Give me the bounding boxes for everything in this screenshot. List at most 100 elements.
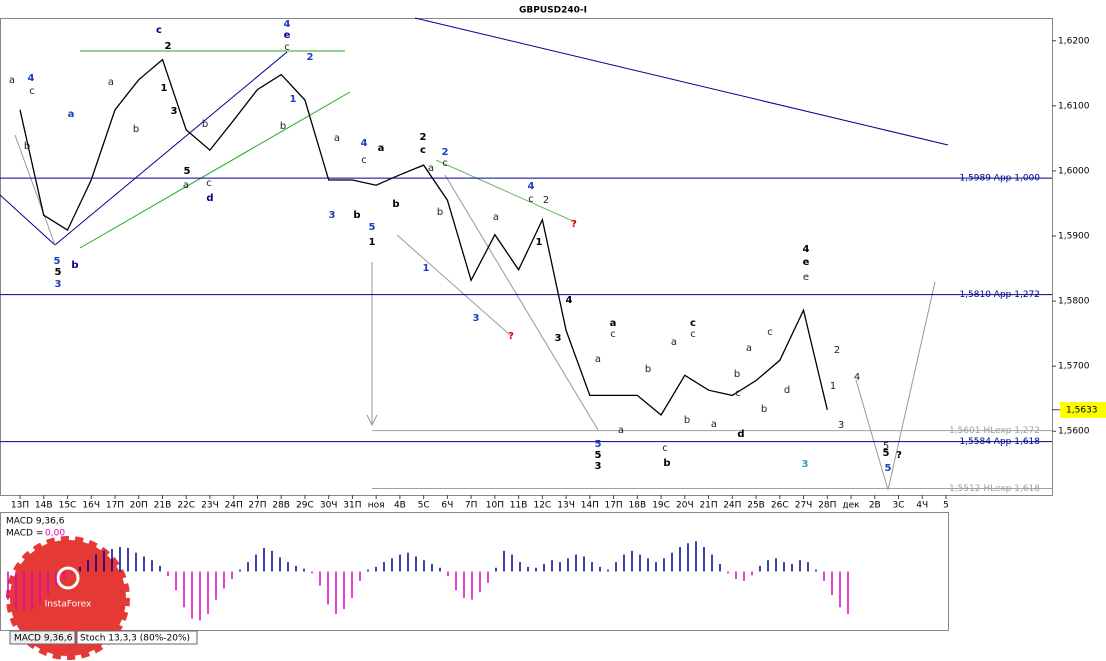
x-tick-label: 24П: [723, 501, 741, 511]
wave-label: 4: [854, 372, 860, 383]
wave-label: c: [690, 329, 696, 340]
wave-label: 3: [802, 459, 809, 470]
wave-label: 1: [290, 94, 297, 105]
wave-label: c: [361, 155, 367, 166]
y-tick-label: 1,5600: [1058, 427, 1090, 437]
x-tick-label: 7П: [465, 501, 478, 511]
x-tick-label: 27Ч: [795, 501, 813, 511]
wave-label: ?: [896, 450, 902, 461]
wave-label: 2: [543, 195, 549, 206]
x-tick-label: 16Ч: [82, 501, 100, 511]
wave-label: 2: [442, 147, 449, 158]
wave-label: a: [746, 343, 752, 354]
wave-label: 5: [883, 441, 889, 452]
wave-label: a: [108, 77, 114, 88]
level-label: 1,5601 HLexp 1,272: [949, 426, 1040, 436]
wave-label: 2: [834, 345, 840, 356]
x-tick-label: 13П: [11, 501, 29, 511]
trend-lines: [0, 17, 949, 491]
wave-label: e: [284, 30, 291, 41]
wave-label: c: [284, 42, 290, 53]
x-tick-label: 26С: [771, 501, 789, 511]
wave-label: 1: [369, 237, 376, 248]
last-price-box: [1060, 402, 1106, 418]
logo: InstaForex: [6, 536, 130, 660]
y-tick-label: 1,6000: [1058, 166, 1090, 176]
x-tick-label: 25В: [747, 501, 765, 511]
wave-label: 3: [171, 106, 178, 117]
wave-label: a: [671, 337, 677, 348]
tab[interactable]: [76, 630, 198, 645]
x-tick-label: 20Ч: [676, 501, 694, 511]
wave-label: d: [784, 385, 790, 396]
wave-label: c: [442, 158, 448, 169]
x-tick-label: 18В: [629, 501, 647, 511]
tab-label[interactable]: Stoch 13,3,3 (80%-20%): [80, 634, 190, 644]
wave-label: 5: [55, 267, 62, 278]
wave-label: 5: [883, 448, 890, 459]
wave-label: 5: [885, 463, 892, 474]
wave-label: 3: [329, 210, 336, 221]
wave-label: 5: [369, 222, 376, 233]
x-tick-label: 13Ч: [557, 501, 575, 511]
y-tick-label: 1,5800: [1058, 297, 1090, 307]
x-tick-label: 2В: [869, 501, 881, 511]
wave-label: b: [133, 124, 139, 135]
wave-label: a: [9, 75, 15, 86]
wave-label: a: [711, 419, 717, 430]
main-panel: [0, 18, 1053, 496]
wave-label: 2: [165, 41, 172, 52]
wave-label: d: [206, 193, 213, 204]
wave-label: d: [737, 429, 744, 440]
wave-label: 3: [473, 313, 480, 324]
x-tick-label: 28П: [818, 501, 836, 511]
wave-label: 4: [284, 19, 291, 30]
wave-label: c: [528, 194, 534, 205]
wave-label: b: [71, 260, 78, 271]
wave-label: 1: [830, 381, 836, 392]
x-tick-label: 4Ч: [916, 501, 928, 511]
x-tick-label: 31П: [343, 501, 361, 511]
wave-label: b: [761, 404, 767, 415]
wave-label: a: [610, 318, 617, 329]
tab-label[interactable]: MACD 9,36,6: [14, 634, 73, 644]
wave-label: 3: [55, 279, 62, 290]
x-tick-label: 20П: [130, 501, 148, 511]
macd-panel: [0, 512, 949, 631]
wave-label: b: [353, 210, 360, 221]
wave-label: 5: [595, 439, 602, 450]
x-tick-label: 28В: [272, 501, 290, 511]
x-tick-label: 5: [943, 501, 949, 511]
wave-label: a: [378, 143, 385, 154]
wave-label: ?: [508, 331, 514, 342]
chart-title: GBPUSD240-I: [519, 6, 587, 16]
x-tick-label: 23Ч: [201, 501, 219, 511]
tab[interactable]: [9, 630, 76, 645]
x-tick-label: 24П: [225, 501, 243, 511]
x-tick-label: ноя: [368, 501, 385, 511]
wave-label: 5: [54, 256, 61, 267]
wave-label: c: [662, 443, 668, 454]
x-tick-label: 6Ч: [441, 501, 453, 511]
wave-label: c: [610, 329, 616, 340]
wave-label: 5: [184, 166, 191, 177]
wave-label: 4: [803, 244, 810, 255]
x-tick-label: 17П: [106, 501, 124, 511]
level-label: 1,5584 App 1,618: [959, 437, 1040, 447]
x-tick-label: 5С: [418, 501, 430, 511]
price-line: [19, 58, 828, 416]
x-tick-label: 4В: [394, 501, 406, 511]
wave-label: 1: [423, 263, 430, 274]
wave-label: b: [392, 199, 399, 210]
wave-label: c: [735, 388, 741, 399]
wave-label: c: [420, 145, 426, 156]
wave-label: 2: [307, 52, 314, 63]
wave-label: c: [156, 25, 162, 36]
wave-label: 1: [161, 83, 168, 94]
wave-label: c: [690, 318, 696, 329]
y-tick-label: 1,5700: [1058, 362, 1090, 372]
wave-label: b: [280, 121, 286, 132]
wave-label: b: [437, 207, 443, 218]
wave-label: e: [803, 272, 809, 283]
wave-label: a: [68, 109, 75, 120]
